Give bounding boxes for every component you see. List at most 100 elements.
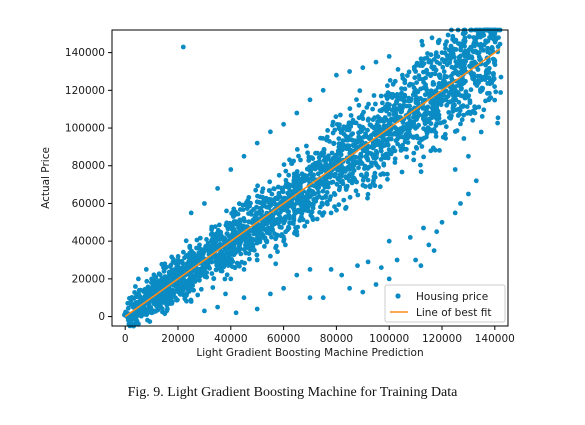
scatter-point-texture [327, 139, 332, 144]
y-tick-label: 140000 [65, 47, 105, 59]
scatter-point-texture [258, 208, 264, 214]
scatter-point-texture [287, 203, 293, 209]
scatter-point-texture [436, 81, 442, 86]
scatter-point-texture [392, 160, 398, 165]
scatter-point-texture [411, 157, 417, 163]
scatter-point-texture [495, 120, 500, 126]
scatter-point-texture [223, 222, 229, 228]
scatter-point-texture [242, 260, 248, 266]
scatter-point-texture [206, 241, 211, 246]
scatter-point-texture [244, 234, 249, 240]
scatter-point-texture [273, 236, 278, 242]
scatter-point-texture [350, 131, 356, 137]
scatter-point-texture [348, 113, 354, 118]
scatter-point-texture [230, 251, 236, 257]
scatter-point-texture [320, 212, 325, 218]
scatter-point-texture [366, 116, 371, 122]
scatter-point-texture [209, 226, 215, 232]
scatter-point-texture [196, 277, 202, 283]
scatter-point-texture [416, 122, 421, 128]
scatter-point-texture [393, 106, 399, 112]
scatter-point-texture [448, 43, 454, 49]
scatter-point-texture [350, 142, 356, 148]
scatter-point-texture [435, 39, 441, 44]
scatter-point-texture [197, 273, 203, 279]
scatter-point-texture [426, 119, 431, 124]
scatter-point-texture [495, 44, 501, 49]
scatter-point-texture [304, 197, 310, 202]
scatter-point-texture [321, 165, 327, 171]
scatter-point-texture [157, 283, 163, 288]
scatter-point-texture [246, 219, 252, 225]
scatter-point-texture [365, 177, 371, 183]
scatter-point-texture [334, 122, 340, 127]
scatter-point-texture [332, 173, 337, 179]
scatter-point-texture [254, 204, 259, 210]
scatter-point-texture [443, 88, 449, 94]
y-axis-label: Actual Price [40, 147, 52, 209]
scatter-point-texture [448, 88, 454, 94]
scatter-point-texture [414, 117, 419, 122]
scatter-point [473, 178, 479, 184]
scatter-point-texture [436, 98, 441, 104]
scatter-point-texture [419, 38, 425, 44]
scatter-point-texture [168, 276, 174, 282]
scatter-point-texture [250, 237, 256, 242]
scatter-point-texture [370, 143, 375, 149]
scatter-point-texture [430, 145, 436, 151]
scatter-point-texture [467, 98, 473, 103]
scatter-point-texture [268, 197, 274, 203]
scatter-point-texture [389, 108, 395, 113]
scatter-point-texture [230, 246, 236, 252]
scatter-point-texture [473, 38, 478, 44]
scatter-point-texture [467, 110, 473, 115]
scatter-point [188, 299, 194, 304]
scatter-point-texture [466, 93, 472, 98]
scatter-point-texture [373, 101, 378, 107]
scatter-point-texture [334, 181, 340, 187]
scatter-point-texture [453, 88, 459, 94]
scatter-point-texture [488, 31, 494, 37]
scatter-point-texture [385, 142, 391, 148]
scatter-point-texture [385, 176, 390, 182]
scatter-point-texture [498, 74, 504, 80]
scatter-point-texture [337, 184, 343, 190]
scatter-point-texture [456, 99, 462, 105]
scatter-point-texture [483, 98, 488, 104]
scatter-point-texture [347, 163, 353, 169]
scatter-point-texture [473, 105, 478, 111]
plot-area-frame [111, 29, 509, 327]
scatter-point [162, 261, 168, 267]
scatter-point-texture [328, 210, 334, 216]
scatter-point-texture [252, 247, 257, 253]
scatter-point [421, 225, 426, 231]
scatter-point-texture [485, 60, 490, 66]
scatter-point-texture [190, 262, 196, 268]
scatter-point-texture [489, 45, 495, 50]
figure-caption: Fig. 9. Light Gradient Boosting Machine … [127, 385, 458, 400]
scatter-point-texture [296, 153, 301, 159]
scatter-point-texture [372, 183, 378, 189]
scatter-point-texture [498, 90, 503, 95]
scatter-point-texture [443, 135, 448, 141]
scatter-point-texture [222, 257, 228, 263]
scatter-point-texture [373, 160, 378, 166]
scatter-point-texture [331, 141, 337, 147]
scatter-point-texture [155, 306, 161, 312]
scatter-point-texture [170, 287, 176, 293]
scatter-point [339, 272, 345, 278]
scatter-point-texture [471, 71, 476, 77]
scatter-point-texture [244, 224, 250, 230]
scatter-point-texture [226, 255, 232, 261]
scatter-point-texture [347, 106, 353, 111]
scatter-point-texture [353, 154, 358, 160]
scatter-point-texture [298, 157, 303, 163]
scatter-point-texture [254, 252, 260, 258]
scatter-point-texture [222, 276, 228, 282]
scatter-point [294, 229, 300, 235]
scatter-point-texture [370, 106, 375, 112]
scatter-point-texture [203, 246, 209, 252]
scatter-point-texture [333, 114, 339, 120]
scatter-point [180, 44, 186, 50]
scatter-point [202, 308, 207, 314]
